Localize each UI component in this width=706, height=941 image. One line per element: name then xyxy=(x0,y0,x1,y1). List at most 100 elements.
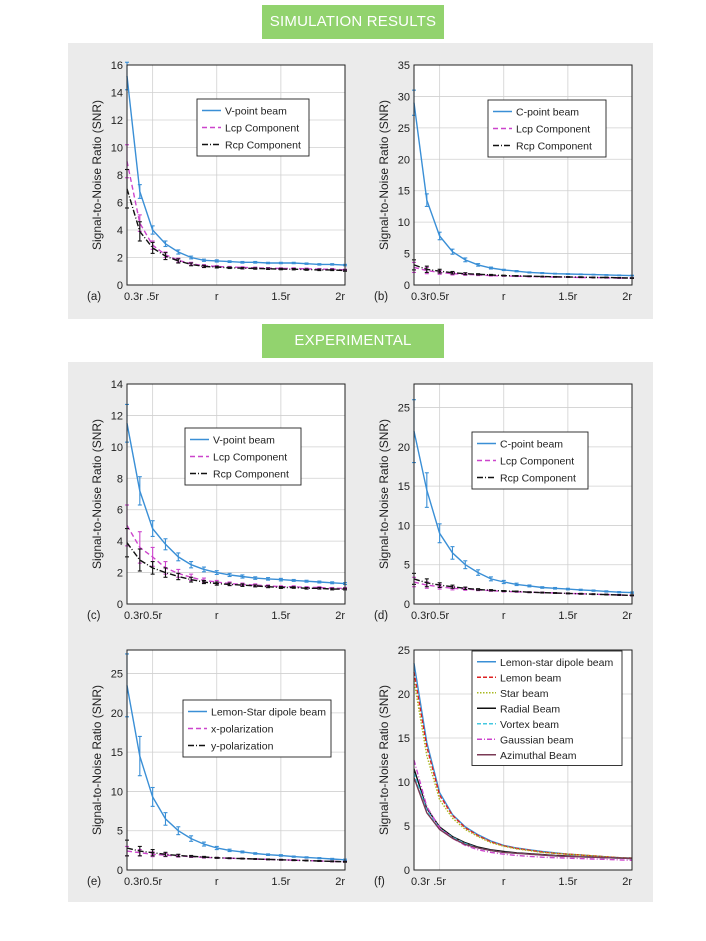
legend-label: Vortex beam xyxy=(500,719,559,731)
legend-label: Rcp Component xyxy=(213,469,289,481)
x-tick-label: 0.3r xyxy=(411,876,430,888)
y-tick-label: 25 xyxy=(398,645,410,657)
series-line xyxy=(126,188,346,272)
y-tick-label: 2 xyxy=(117,568,123,580)
legend-box xyxy=(196,98,310,157)
y-axis-label: Signal-to-Noise Ratio (SNR) xyxy=(377,685,391,835)
y-tick-label: 15 xyxy=(398,481,410,493)
panel-tag: (f) xyxy=(374,876,385,888)
plot-area xyxy=(127,650,345,870)
y-tick-label: 0 xyxy=(404,599,410,611)
panel-tag: (b) xyxy=(374,291,388,303)
x-tick-label: r xyxy=(215,610,219,622)
panel-tag: (c) xyxy=(87,610,101,622)
y-tick-label: 10 xyxy=(398,777,410,789)
legend-label: Radial Beam xyxy=(500,703,560,715)
series-line xyxy=(413,266,632,279)
plot-area xyxy=(127,384,345,604)
x-tick-label: 1.5r xyxy=(271,291,290,303)
series-line xyxy=(413,264,633,279)
y-tick-label: 0 xyxy=(117,599,123,611)
panel-tag: (d) xyxy=(374,610,388,622)
y-tick-label: 20 xyxy=(398,154,410,166)
x-tick-label: 2r xyxy=(622,876,632,888)
plot-area xyxy=(414,65,632,285)
axes-box xyxy=(413,649,633,871)
x-tick-label: r xyxy=(215,291,219,303)
x-tick-label: r xyxy=(502,610,506,622)
legend-box xyxy=(487,99,607,158)
x-tick-label: 0.3r xyxy=(411,291,430,303)
y-tick-label: 0 xyxy=(404,865,410,877)
y-tick-label: 8 xyxy=(117,170,123,182)
series-line xyxy=(126,847,346,863)
y-tick-label: 8 xyxy=(117,473,123,485)
y-axis-label: Signal-to-Noise Ratio (SNR) xyxy=(90,685,104,835)
x-tick-label: 0.5r xyxy=(143,610,162,622)
x-tick-label: 0.3r xyxy=(124,876,143,888)
x-tick-label: 2r xyxy=(622,610,632,622)
x-tick-label: r xyxy=(502,876,506,888)
axes-box xyxy=(126,383,346,605)
legend-label: Gaussian beam xyxy=(500,734,574,746)
y-tick-label: 12 xyxy=(111,410,123,422)
legend-box xyxy=(184,427,302,486)
x-tick-label: 0.5r xyxy=(143,876,162,888)
x-tick-label: .5r xyxy=(433,876,446,888)
chart-e: 0 5 10 15 20 25 0.3r 0.5r r 1.5r 2r Lemon-Star dipo… xyxy=(87,649,347,888)
series-line xyxy=(126,161,346,271)
y-tick-label: 20 xyxy=(398,689,410,701)
legend-label: C-point beam xyxy=(500,439,563,451)
y-tick-label: 20 xyxy=(398,442,410,454)
y-tick-label: 35 xyxy=(398,60,410,72)
series-line xyxy=(126,525,345,590)
axes-box xyxy=(126,64,346,286)
series-line xyxy=(413,680,633,859)
legend-label: y-polarization xyxy=(211,741,274,753)
series-line xyxy=(126,685,346,861)
series-line xyxy=(413,430,633,594)
chart-d: 0 5 10 15 20 25 0.3r 0.5r r 1.5r 2r C-point beam Lcp… xyxy=(374,383,634,622)
x-tick-label: 0.5r xyxy=(430,610,449,622)
legend-label: Lcp Component xyxy=(500,456,574,468)
y-tick-label: 10 xyxy=(111,143,123,155)
panel-tag: (a) xyxy=(87,291,101,303)
x-tick-label: 0.3r xyxy=(124,291,143,303)
y-tick-label: 15 xyxy=(398,733,410,745)
legend-label: Lcp Component xyxy=(213,452,287,464)
simulation-banner: SIMULATION RESULTS xyxy=(262,5,444,39)
y-axis-label: Signal-to-Noise Ratio (SNR) xyxy=(90,419,104,569)
y-tick-label: 10 xyxy=(111,442,123,454)
x-tick-label: 1.5r xyxy=(558,876,577,888)
y-tick-label: 25 xyxy=(398,403,410,415)
legend-label: V-point beam xyxy=(225,106,287,118)
axes-box xyxy=(413,383,633,605)
chart-f: 0 5 10 15 20 25 0.3r .5r r 1.5r 2r Lemon-star dipol… xyxy=(374,645,633,888)
x-tick-label: 0.3r xyxy=(124,610,143,622)
x-tick-label: 2r xyxy=(335,876,345,888)
y-tick-label: 14 xyxy=(111,379,123,391)
y-tick-label: 5 xyxy=(404,249,410,261)
series-line xyxy=(413,777,633,860)
legend-label: x-polarization xyxy=(211,724,274,736)
series-line xyxy=(413,759,633,861)
y-tick-label: 10 xyxy=(398,217,410,229)
x-tick-label: 1.5r xyxy=(558,610,577,622)
y-tick-label: 5 xyxy=(404,560,410,572)
legend-label: Rcp Component xyxy=(225,140,301,152)
series-line xyxy=(126,423,346,585)
legend-label: Lcp Component xyxy=(516,124,590,136)
y-tick-label: 0 xyxy=(117,280,123,292)
y-tick-label: 4 xyxy=(117,536,123,548)
legend-label: C-point beam xyxy=(516,107,579,119)
y-tick-label: 6 xyxy=(117,198,123,210)
legend-label: Lemon-star dipole beam xyxy=(500,657,613,669)
y-tick-label: 15 xyxy=(111,747,123,759)
legend-box xyxy=(471,650,623,766)
axes-box xyxy=(126,649,346,871)
legend-label: V-point beam xyxy=(213,435,275,447)
series-line xyxy=(126,850,346,863)
x-tick-label: 2r xyxy=(335,610,345,622)
series-line xyxy=(413,578,633,597)
chart-a: 0 2 4 6 8 10 12 14 16 0.3r .5r r 1.5r 2r V-point beam L… xyxy=(87,60,347,303)
